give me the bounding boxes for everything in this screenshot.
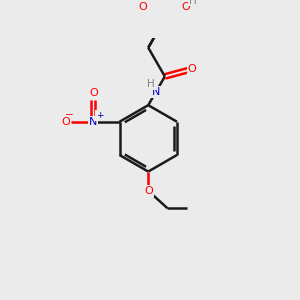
Text: O: O [144, 186, 153, 196]
Text: N: N [152, 87, 160, 97]
Text: −: − [64, 110, 73, 120]
Text: +: + [96, 111, 103, 120]
Text: H: H [148, 80, 155, 89]
Text: N: N [89, 117, 98, 127]
Text: O: O [139, 2, 148, 12]
Text: O: O [188, 64, 196, 74]
Text: H: H [189, 0, 196, 6]
Text: O: O [89, 88, 98, 98]
Text: O: O [61, 117, 70, 127]
Text: O: O [181, 2, 190, 12]
